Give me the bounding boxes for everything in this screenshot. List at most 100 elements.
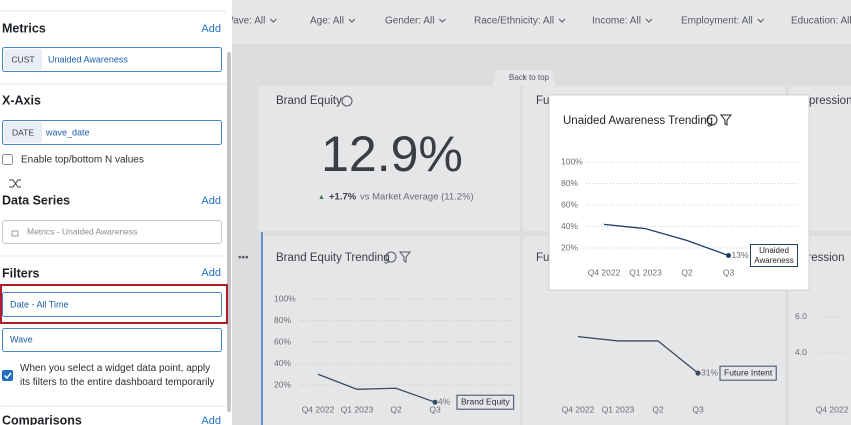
chevron — [348, 18, 356, 23]
y-tick-label: 60% — [274, 336, 291, 346]
metric-chip[interactable] — [2, 47, 222, 72]
chip-tag-bg — [4, 49, 42, 70]
filter-dropdown[interactable]: Employment: All — [681, 16, 753, 27]
filter-icon[interactable] — [398, 251, 412, 263]
chip-label: wave_date — [45, 127, 90, 137]
shuffle-icon[interactable] — [9, 179, 21, 188]
popup-title: Unaided Awareness Trending — [563, 115, 713, 127]
chevron — [439, 18, 446, 23]
legend-label: Future Intent — [724, 367, 773, 377]
popup-chart: 100% 80% 60% 40% 20% Q4 2022 Q1 2023 Q2 Q3 13% Una… — [561, 156, 798, 277]
widget-title: Brand Equity — [276, 95, 342, 107]
filter-bar-items: Wave: All Age: All Gender: All Race/Ethnici… — [224, 16, 851, 27]
kpi-value: 12.9% — [321, 126, 463, 182]
add-link[interactable]: Add — [201, 195, 221, 207]
chip-tag: CUST — [11, 54, 34, 64]
checkbox-text-box: When you select a widget data point, app… — [20, 363, 215, 388]
chip-tag: DATE — [12, 127, 34, 137]
scrollbar[interactable] — [227, 52, 231, 412]
legend-box — [719, 365, 777, 381]
checkbox[interactable] — [2, 154, 13, 165]
info-icon[interactable] — [706, 114, 718, 126]
filter-label: Wave — [10, 334, 33, 344]
series-input[interactable] — [2, 220, 222, 244]
add-link[interactable]: Add — [201, 23, 221, 35]
y-tick-label: 40% — [274, 358, 291, 368]
x-tick-label: Q1 2023 — [602, 404, 635, 414]
y-tick-label: 4.0 — [795, 347, 807, 357]
x-tick-label: Q3 — [692, 404, 704, 414]
series-line — [317, 373, 436, 403]
series-line — [577, 335, 699, 374]
checkbox-label: When you select a widget data point, app… — [20, 363, 215, 388]
chevron — [558, 18, 566, 23]
value-label: 13% — [732, 250, 749, 260]
checkbox-checked[interactable] — [2, 370, 13, 381]
filter-icon[interactable] — [719, 114, 733, 126]
up-arrow: ▲ — [318, 194, 325, 201]
legend-box — [750, 244, 798, 268]
xaxis-chip[interactable] — [2, 120, 222, 145]
selected-point — [726, 253, 731, 259]
back-to-top-tab — [492, 70, 556, 86]
y-tick-label: 100% — [274, 293, 296, 303]
card — [258, 86, 520, 231]
x-tick-label: Q4 2022 — [562, 404, 595, 414]
kpi-comparison: vs Market Average (11.2%) — [360, 192, 474, 203]
value-label: 4% — [438, 396, 451, 406]
filter-dropdown[interactable]: Wave: All — [224, 16, 265, 27]
chip-label: Unaided Awareness — [48, 54, 128, 64]
card — [262, 236, 520, 425]
y-tick-label: 80% — [274, 315, 291, 325]
x-tick-label: Q2 — [652, 404, 664, 414]
check-mark — [3, 372, 12, 380]
kpi-delta: +1.7% — [329, 192, 357, 203]
widget-title: pression — [809, 95, 851, 107]
filter-dropdown[interactable]: Education: All — [791, 16, 851, 27]
info-icon[interactable] — [341, 95, 353, 107]
y-tick-label: 40% — [561, 221, 578, 231]
x-tick-label: Q1 2023 — [629, 267, 662, 277]
filter-chip[interactable] — [2, 328, 222, 352]
chart-title: Brand Equity Trending — [276, 252, 390, 264]
filter-dropdown[interactable]: Age: All — [310, 16, 344, 27]
selected-point — [432, 399, 438, 405]
checkbox-label: Enable top/bottom N values — [21, 155, 144, 166]
legend-label: Brand Equity — [461, 396, 510, 406]
filter-chip[interactable] — [2, 292, 222, 317]
section-title: Comparisons — [2, 413, 82, 425]
x-tick-label: Q3 — [723, 267, 735, 277]
x-tick-label: Q2 — [681, 267, 693, 277]
back-to-top-arrow: ↑ — [522, 73, 526, 82]
add-link[interactable]: Add — [201, 267, 221, 279]
background-charts: 100%80%60%40%20%Q4 2022 Q1 2023 Q2 Q34% Bran… — [274, 293, 851, 414]
selected-point — [695, 370, 701, 376]
filter-dropdown[interactable]: Race/Ethnicity: All — [474, 16, 554, 27]
back-to-top[interactable]: Back to top — [509, 73, 550, 82]
chart-title: pression — [801, 252, 844, 264]
lock-icon — [11, 230, 19, 237]
legend-label: Unaided Awareness — [754, 245, 794, 265]
more-menu[interactable]: ••• — [238, 253, 249, 264]
widget-title: Fu — [536, 95, 549, 107]
y-tick-label: 6.0 — [795, 311, 807, 321]
info-icon[interactable] — [385, 251, 397, 263]
highlight-box — [0, 284, 228, 324]
x-tick-label: Q4 2022 — [816, 404, 849, 414]
y-tick-label: 20% — [561, 242, 578, 252]
x-tick-label: Q2 — [390, 404, 402, 414]
x-tick-label: Q3 — [429, 404, 441, 414]
section-title: X-Axis — [2, 93, 41, 107]
filter-dropdown[interactable]: Income: All — [592, 16, 641, 27]
chart-title: Fu — [536, 252, 549, 264]
x-tick-label: Q4 2022 — [302, 404, 335, 414]
add-link[interactable]: Add — [201, 415, 221, 425]
series-placeholder: Metrics - Unaided Awareness — [27, 226, 137, 236]
legend-box — [456, 394, 515, 410]
value-label: 31% — [701, 367, 718, 377]
filter-dropdown[interactable]: Gender: All — [385, 16, 434, 27]
y-tick-label: 100% — [561, 156, 583, 166]
legend-wrap: Unaided Awareness — [754, 245, 794, 265]
section-title: Data Series — [2, 193, 70, 207]
